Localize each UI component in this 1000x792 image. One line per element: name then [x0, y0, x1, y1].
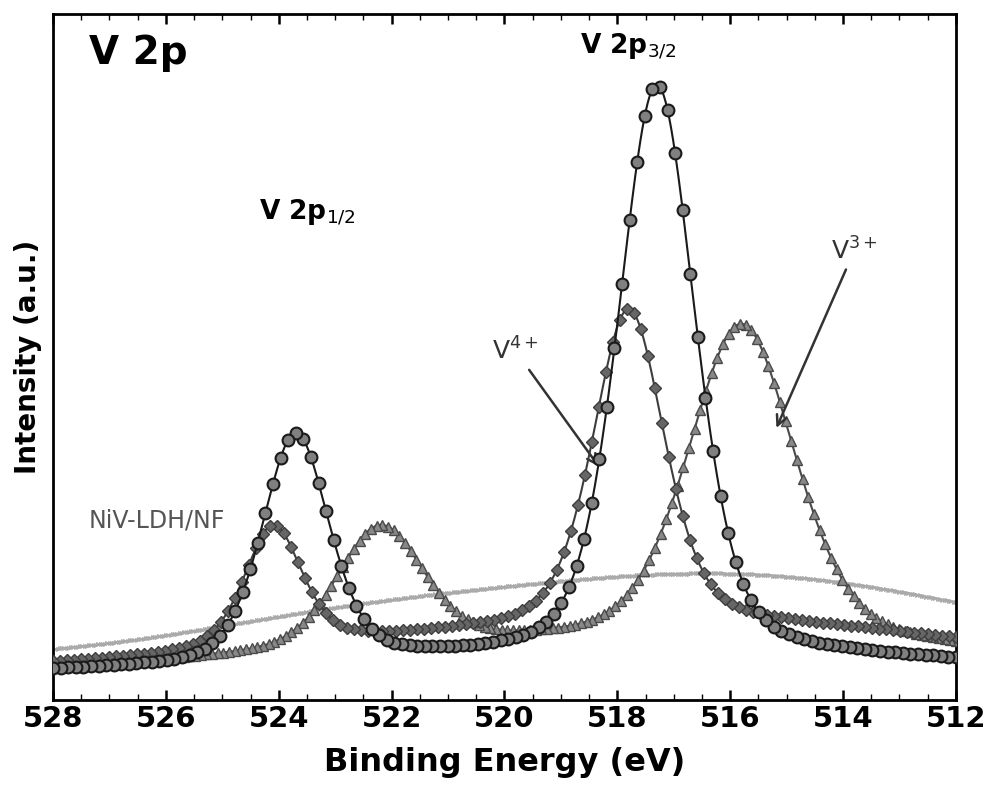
X-axis label: Binding Energy (eV): Binding Energy (eV) [324, 747, 685, 778]
Y-axis label: Intensity (a.u.): Intensity (a.u.) [14, 240, 42, 474]
Text: V$^{4+}$: V$^{4+}$ [492, 337, 597, 464]
Text: V 2p$_{3/2}$: V 2p$_{3/2}$ [580, 31, 677, 61]
Text: V 2p$_{1/2}$: V 2p$_{1/2}$ [259, 197, 355, 227]
Text: V$^{3+}$: V$^{3+}$ [777, 237, 878, 425]
Text: NiV-LDH/NF: NiV-LDH/NF [89, 508, 225, 532]
Text: V 2p: V 2p [89, 35, 188, 73]
